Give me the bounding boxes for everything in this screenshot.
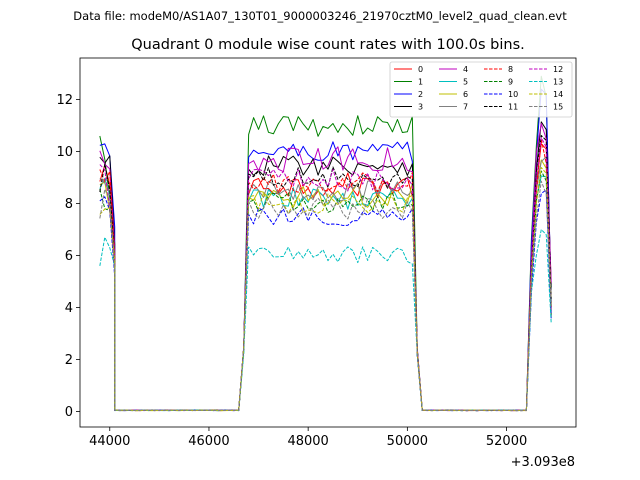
x-tick-label-4: 52000 [486,434,527,449]
legend-label-14: 14 [553,90,563,99]
legend-label-9: 9 [508,78,513,87]
legend-label-13: 13 [553,78,563,87]
x-offset-label: +3.093e8 [511,455,575,470]
x-axis: 44000 46000 48000 50000 52000 [89,427,527,449]
y-tick-label-3: 6 [65,249,73,264]
legend-label-7: 7 [463,103,468,112]
series-layer [99,75,552,412]
legend-label-3: 3 [418,103,423,112]
y-tick-label-2: 4 [65,301,73,316]
legend-frame [389,61,573,118]
legend-label-11: 11 [508,103,518,112]
y-tick-label-5: 10 [56,145,73,160]
legend-label-5: 5 [463,78,468,87]
y-tick-label-0: 0 [65,405,73,420]
y-axis: 0 2 4 6 8 10 12 [56,93,80,420]
legend-label-1: 1 [418,78,423,87]
y-tick-label-6: 12 [56,93,73,108]
y-tick-label-1: 2 [65,353,73,368]
legend-label-6: 6 [463,90,468,99]
x-tick-label-0: 44000 [89,434,130,449]
series-line-15 [99,180,552,412]
x-tick-label-3: 50000 [387,434,428,449]
legend-label-4: 4 [463,65,468,74]
legend-label-2: 2 [418,90,423,99]
legend-label-12: 12 [553,65,563,74]
y-tick-label-4: 8 [65,197,73,212]
legend-label-15: 15 [553,103,563,112]
axes-frame [79,57,577,428]
legend-label-10: 10 [508,90,518,99]
chart-suptitle: Data file: modeM0/AS1A07_130T01_90000032… [73,9,567,23]
legend-label-0: 0 [418,65,423,74]
chart-title: Quadrant 0 module wise count rates with … [131,37,525,53]
legend-label-8: 8 [508,65,513,74]
x-tick-label-1: 46000 [188,434,229,449]
x-tick-label-2: 48000 [287,434,328,449]
